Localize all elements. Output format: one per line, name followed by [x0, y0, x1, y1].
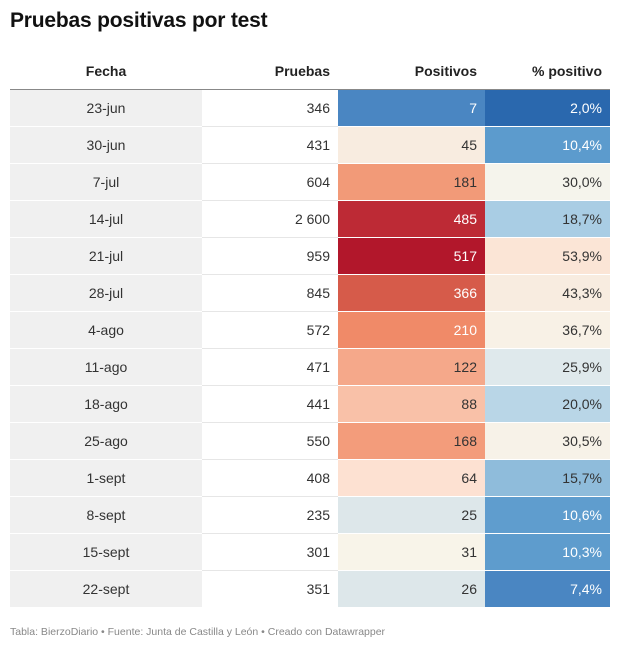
cell-pruebas: 845 — [202, 274, 338, 312]
cell-positivos: 181 — [338, 163, 485, 201]
cell-pct-positivo: 2,0% — [485, 89, 610, 127]
cell-pct-positivo: 30,5% — [485, 422, 610, 460]
cell-positivos: 7 — [338, 89, 485, 127]
cell-fecha: 11-ago — [10, 348, 202, 386]
table-row: 14-jul 2 600 485 18,7% — [10, 200, 610, 238]
cell-fecha: 15-sept — [10, 533, 202, 571]
data-table: Fecha Pruebas Positivos % positivo 23-ju… — [10, 53, 610, 607]
cell-positivos: 31 — [338, 533, 485, 571]
cell-fecha: 14-jul — [10, 200, 202, 238]
cell-pct-positivo: 10,6% — [485, 496, 610, 534]
header-row: Fecha Pruebas Positivos % positivo — [10, 53, 610, 90]
cell-positivos: 517 — [338, 237, 485, 275]
table-row: 8-sept 235 25 10,6% — [10, 496, 610, 534]
cell-pruebas: 301 — [202, 533, 338, 571]
cell-fecha: 7-jul — [10, 163, 202, 201]
cell-pruebas: 572 — [202, 311, 338, 349]
footer-credits: Tabla: BierzoDiario • Fuente: Junta de C… — [10, 626, 386, 638]
cell-fecha: 4-ago — [10, 311, 202, 349]
table-row: 4-ago 572 210 36,7% — [10, 311, 610, 349]
cell-positivos: 168 — [338, 422, 485, 460]
column-header-fecha[interactable]: Fecha — [10, 53, 202, 90]
cell-pruebas: 604 — [202, 163, 338, 201]
cell-pct-positivo: 7,4% — [485, 570, 610, 607]
chart-title: Pruebas positivas por test — [10, 9, 268, 32]
cell-pct-positivo: 36,7% — [485, 311, 610, 349]
table-row: 1-sept 408 64 15,7% — [10, 459, 610, 497]
column-header-pct-positivo[interactable]: % positivo — [485, 53, 610, 90]
table-row: 7-jul 604 181 30,0% — [10, 163, 610, 201]
cell-fecha: 1-sept — [10, 459, 202, 497]
cell-pruebas: 441 — [202, 385, 338, 423]
cell-pruebas: 235 — [202, 496, 338, 534]
table-row: 25-ago 550 168 30,5% — [10, 422, 610, 460]
cell-fecha: 8-sept — [10, 496, 202, 534]
cell-pct-positivo: 30,0% — [485, 163, 610, 201]
table-row: 23-jun 346 7 2,0% — [10, 89, 610, 127]
cell-pruebas: 959 — [202, 237, 338, 275]
cell-pct-positivo: 43,3% — [485, 274, 610, 312]
table-row: 22-sept 351 26 7,4% — [10, 570, 610, 607]
table-row: 30-jun 431 45 10,4% — [10, 126, 610, 164]
cell-positivos: 122 — [338, 348, 485, 386]
cell-pct-positivo: 25,9% — [485, 348, 610, 386]
cell-fecha: 18-ago — [10, 385, 202, 423]
cell-positivos: 88 — [338, 385, 485, 423]
cell-fecha: 21-jul — [10, 237, 202, 275]
table-body: 23-jun 346 7 2,0% 30-jun 431 45 10,4% 7-jul 604 18… — [10, 89, 610, 607]
table-row: 21-jul 959 517 53,9% — [10, 237, 610, 275]
table-row: 18-ago 441 88 20,0% — [10, 385, 610, 423]
cell-fecha: 25-ago — [10, 422, 202, 460]
cell-fecha: 28-jul — [10, 274, 202, 312]
cell-positivos: 25 — [338, 496, 485, 534]
cell-pruebas: 408 — [202, 459, 338, 497]
column-header-positivos[interactable]: Positivos — [338, 53, 485, 90]
cell-pct-positivo: 20,0% — [485, 385, 610, 423]
cell-positivos: 26 — [338, 570, 485, 607]
cell-fecha: 30-jun — [10, 126, 202, 164]
cell-pruebas: 346 — [202, 89, 338, 127]
table-header: Fecha Pruebas Positivos % positivo — [10, 53, 610, 90]
cell-pct-positivo: 53,9% — [485, 237, 610, 275]
cell-fecha: 22-sept — [10, 570, 202, 607]
cell-pct-positivo: 15,7% — [485, 459, 610, 497]
cell-pruebas: 351 — [306, 581, 330, 597]
cell-positivos: 45 — [338, 126, 485, 164]
cell-pct-positivo: 18,7% — [485, 200, 610, 238]
cell-fecha: 23-jun — [10, 89, 202, 127]
table-row: 28-jul 845 366 43,3% — [10, 274, 610, 312]
cell-positivos: 210 — [338, 311, 485, 349]
cell-pruebas: 471 — [202, 348, 338, 386]
table-row: 11-ago 471 122 25,9% — [10, 348, 610, 386]
cell-positivos: 485 — [338, 200, 485, 238]
cell-positivos: 366 — [338, 274, 485, 312]
cell-pruebas: 550 — [202, 422, 338, 460]
table-row: 15-sept 301 31 10,3% — [10, 533, 610, 571]
cell-pruebas: 2 600 — [202, 200, 338, 238]
cell-pruebas: 431 — [202, 126, 338, 164]
cell-pct-positivo: 10,3% — [485, 533, 610, 571]
cell-pct-positivo: 10,4% — [485, 126, 610, 164]
column-header-pruebas[interactable]: Pruebas — [202, 53, 338, 90]
cell-positivos: 64 — [338, 459, 485, 497]
